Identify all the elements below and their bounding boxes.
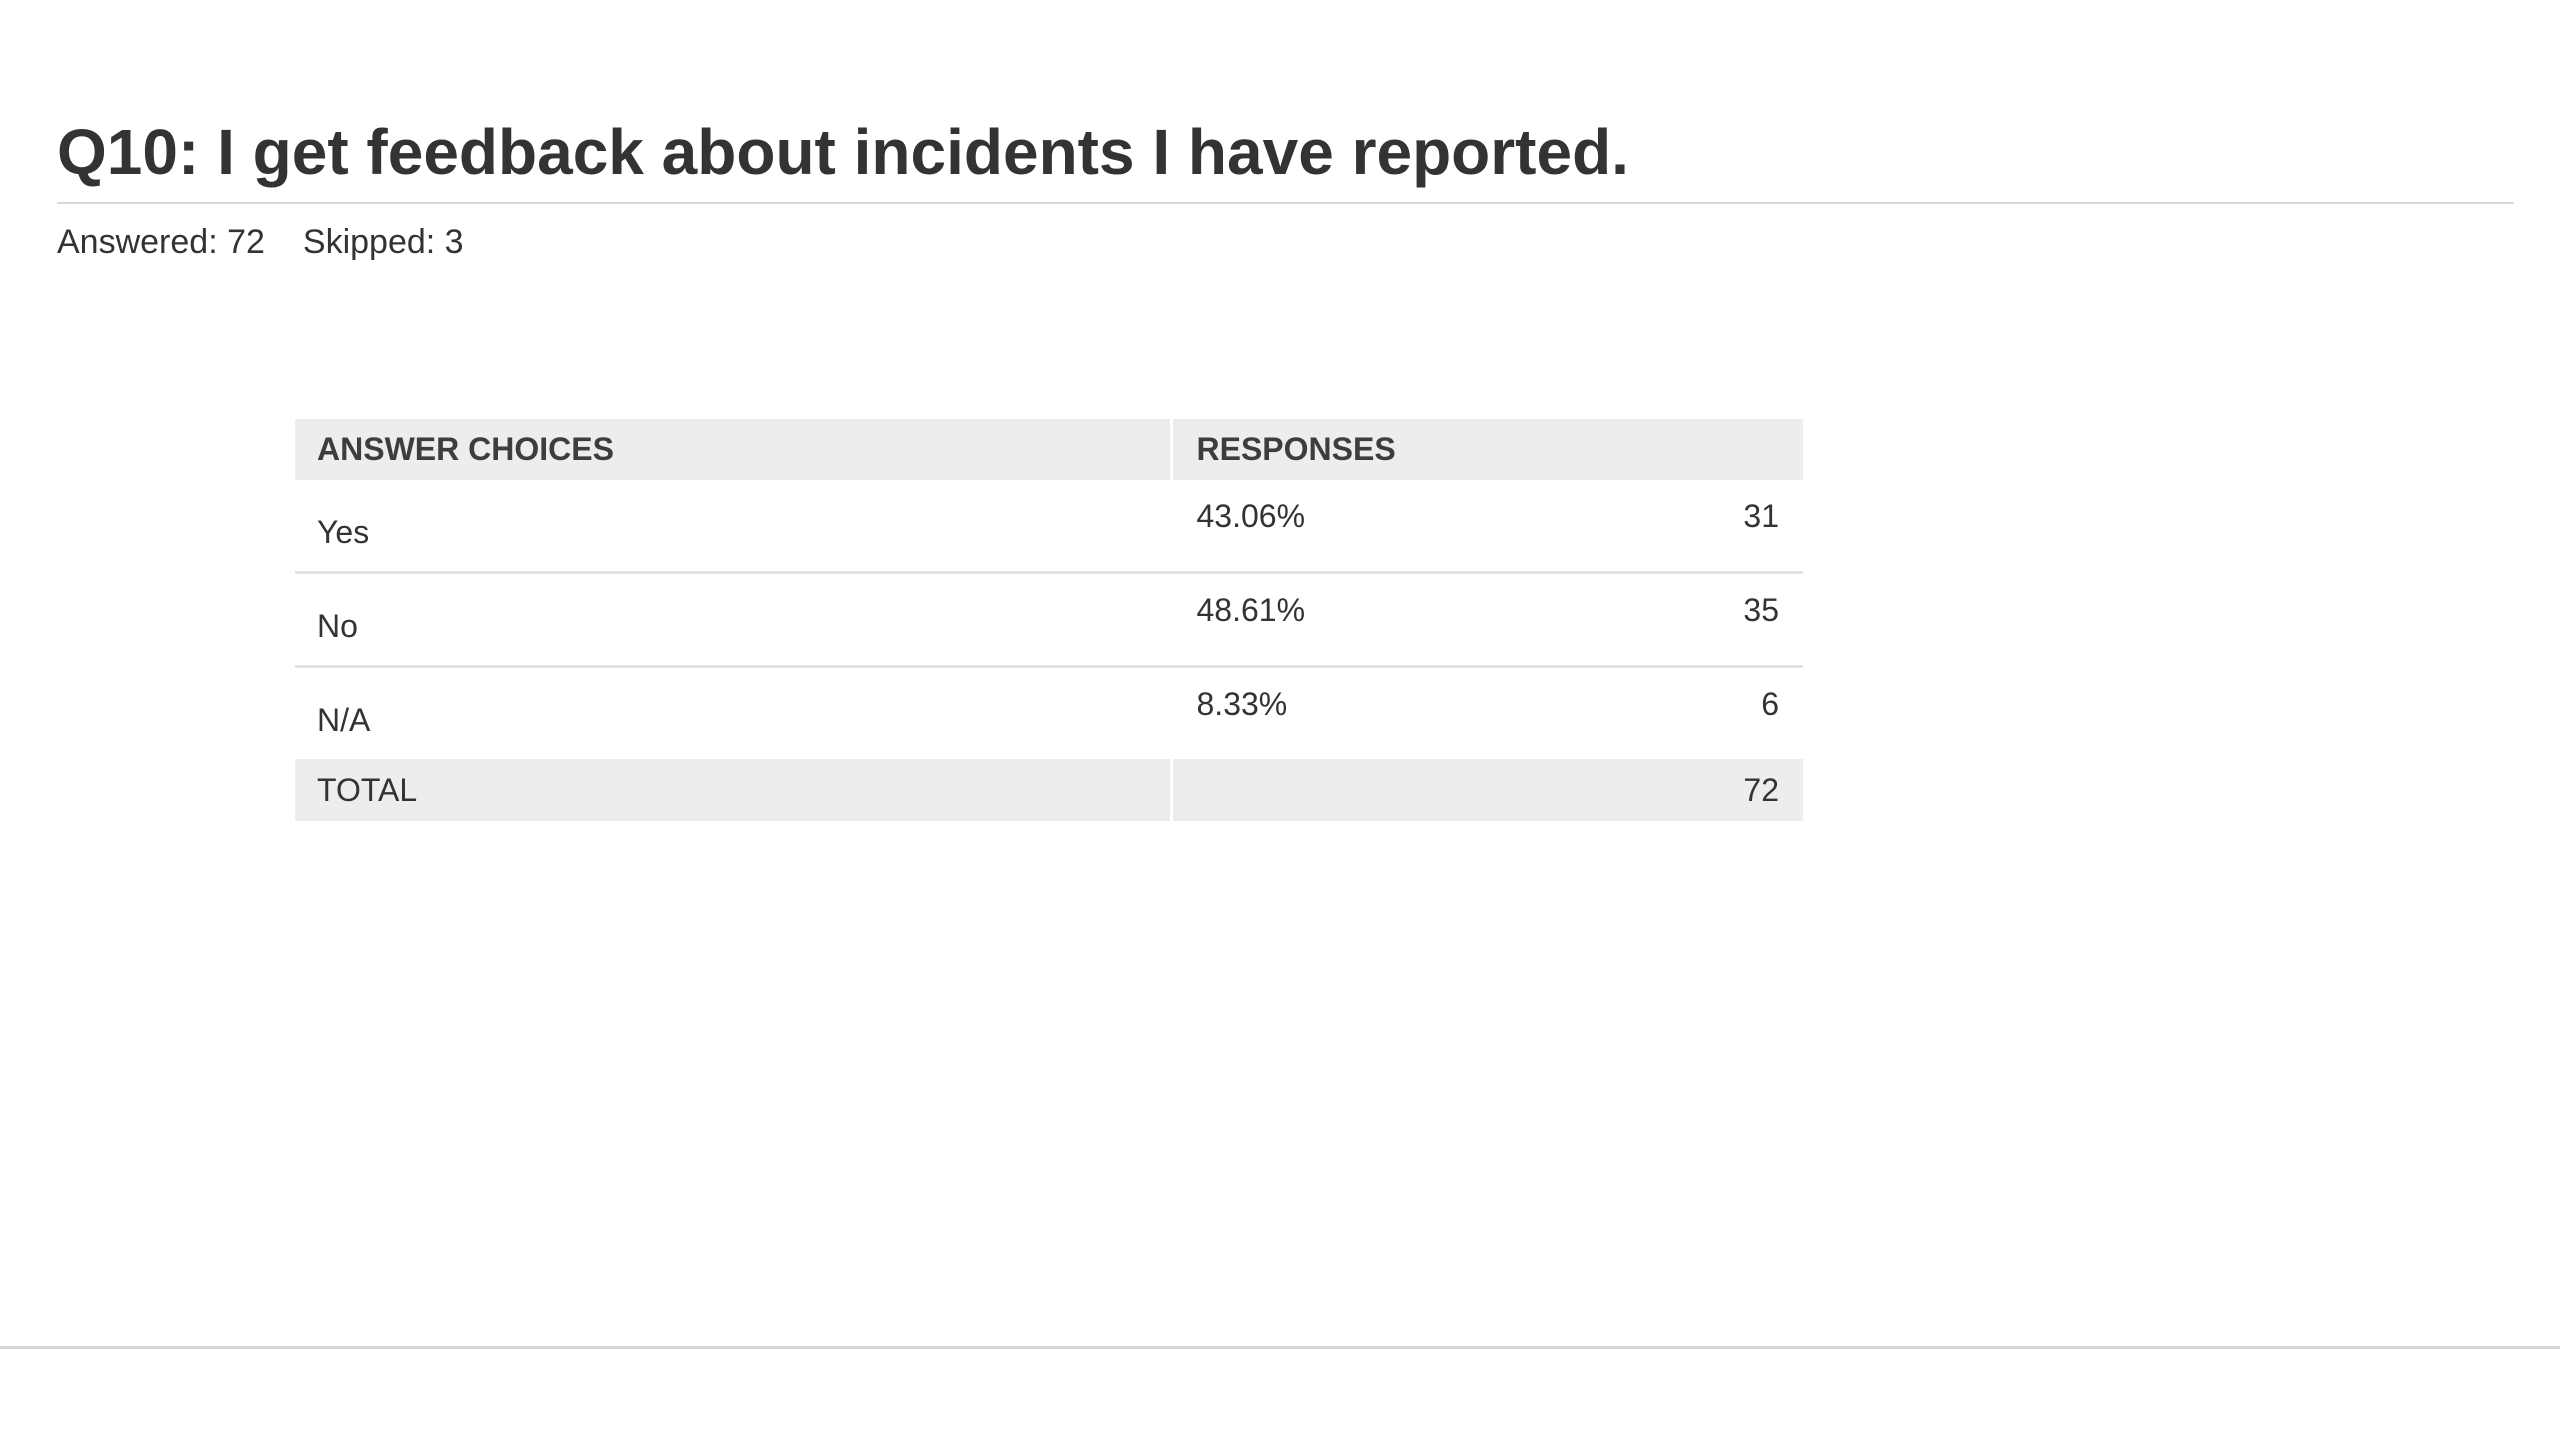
skipped-count: Skipped: 3 — [302, 223, 464, 261]
response-percent: 43.06% — [1196, 498, 1306, 534]
answer-choice: Yes — [295, 480, 1171, 574]
title-divider — [57, 202, 2514, 204]
answer-choices-header: ANSWER CHOICES — [295, 419, 1171, 480]
responses-header: RESPONSES — [1169, 419, 1803, 480]
results-table: ANSWER CHOICES RESPONSES Yes 43.06% 31 N… — [295, 419, 1803, 821]
answer-choice: No — [295, 572, 1171, 668]
table-row: N/A 8.33% 6 — [295, 666, 1803, 759]
table-row: Yes 43.06% 31 — [295, 480, 1803, 574]
response-cell: 43.06% 31 — [1169, 480, 1803, 574]
response-stats: Answered: 72 Skipped: 3 — [57, 222, 464, 262]
question-title: Q10: I get feedback about incidents I ha… — [57, 116, 1629, 188]
table-header-row: ANSWER CHOICES RESPONSES — [295, 419, 1803, 480]
table-total-row: TOTAL 72 — [295, 759, 1803, 821]
response-cell: 48.61% 35 — [1169, 572, 1803, 668]
response-percent: 8.33% — [1196, 686, 1288, 722]
response-count: 6 — [1761, 686, 1779, 722]
response-cell: 8.33% 6 — [1169, 666, 1803, 759]
answer-choice: N/A — [317, 702, 371, 738]
table-row: No 48.61% 35 — [295, 572, 1803, 668]
response-count: 35 — [1743, 592, 1779, 628]
answered-count: Answered: 72 — [57, 223, 265, 261]
total-label: TOTAL — [295, 759, 1171, 821]
response-count: 31 — [1743, 498, 1779, 534]
response-percent: 48.61% — [1196, 592, 1306, 628]
footer-divider — [0, 1346, 2560, 1349]
total-count: 72 — [1169, 759, 1803, 821]
